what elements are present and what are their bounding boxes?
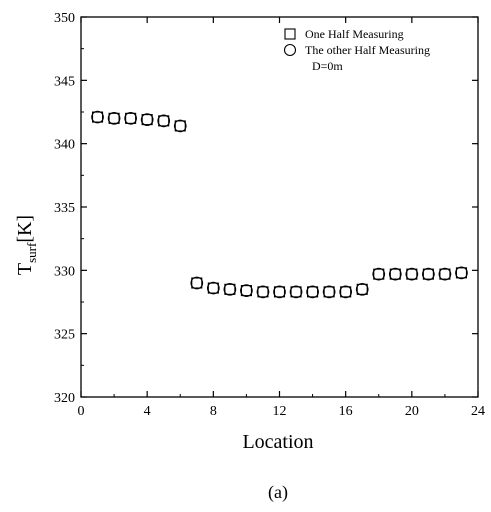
circle-point: [124, 111, 137, 125]
y-tick-label: 340: [54, 138, 75, 153]
legend-label: The other Half Measuring: [305, 43, 430, 57]
square-point: [158, 115, 170, 127]
square-point: [290, 286, 302, 298]
circle-point: [240, 284, 253, 297]
circle-point: [455, 266, 468, 280]
square-point: [389, 268, 401, 280]
square-point: [125, 112, 137, 124]
legend-circle-marker: [283, 43, 297, 57]
square-point: [406, 268, 418, 280]
x-tick-label: 20: [405, 404, 419, 419]
square-point: [455, 267, 468, 279]
x-tick-label: 16: [339, 404, 353, 419]
circle-point: [306, 285, 319, 299]
circle-point: [438, 267, 452, 281]
svg-text:Tsurf[K]: Tsurf[K]: [14, 215, 39, 275]
circle-point: [140, 113, 154, 126]
square-point: [224, 283, 236, 295]
square-point: [108, 112, 120, 124]
square-point: [422, 268, 434, 280]
square-point: [307, 286, 319, 298]
circle-point: [107, 111, 121, 125]
circle-point: [422, 267, 435, 281]
circle-point: [289, 285, 303, 299]
square-point: [257, 286, 269, 298]
circle-point: [355, 282, 369, 296]
square-point: [439, 268, 451, 280]
circle-point: [157, 114, 171, 128]
annotation-label: D=0m: [312, 59, 343, 73]
plot-frame: [80, 16, 479, 398]
x-tick-label: 12: [273, 404, 287, 419]
y-axis-title: Tsurf[K]: [14, 215, 39, 275]
circle-point: [206, 281, 220, 295]
square-point: [340, 286, 352, 298]
x-tick-label: 0: [78, 404, 85, 419]
y-tick-label: 330: [54, 264, 75, 279]
y-tick-label: 325: [54, 328, 75, 343]
square-point: [273, 286, 286, 298]
circle-point: [405, 267, 419, 281]
y-axis-title-unit: [K]: [14, 215, 36, 243]
circle-point: [173, 119, 187, 133]
square-point: [356, 283, 368, 295]
figure-caption: (a): [268, 482, 288, 503]
circle-point: [388, 267, 402, 281]
x-tick-label: 24: [471, 404, 485, 419]
circle-point: [273, 285, 286, 299]
square-point: [141, 114, 153, 126]
square-point: [373, 268, 385, 280]
x-axis-title: Location: [242, 431, 313, 453]
circle-point: [91, 110, 104, 124]
square-point: [91, 111, 104, 123]
y-tick-label: 350: [54, 11, 75, 26]
x-tick-label: 4: [144, 404, 151, 419]
legend-label: One Half Measuring: [305, 27, 404, 41]
y-tick-label: 335: [54, 201, 75, 216]
y-axis-title-main: T: [14, 263, 36, 275]
y-tick-label: 345: [54, 74, 75, 89]
circle-point: [223, 282, 237, 296]
axes: 0 4 8 12 16 20 24 320 325 330 335 340 345 350: [54, 11, 485, 419]
circle-point: [372, 267, 386, 281]
legend: One Half Measuring The other Half Measuri…: [283, 27, 430, 73]
legend-square-marker: [284, 28, 296, 40]
plot-area: [80, 16, 479, 398]
circle-point: [190, 276, 204, 290]
circle-point: [339, 285, 353, 299]
square-point: [174, 120, 186, 132]
x-tick-label: 8: [210, 404, 217, 419]
circle-point: [322, 285, 336, 299]
square-point: [240, 285, 252, 297]
y-axis-title-subscript: surf: [24, 242, 39, 263]
circle-point: [256, 285, 270, 299]
y-tick-label: 320: [54, 391, 75, 406]
square-point: [191, 277, 203, 289]
data-marks: [91, 110, 468, 299]
square-point: [207, 282, 219, 294]
square-point: [323, 286, 335, 298]
